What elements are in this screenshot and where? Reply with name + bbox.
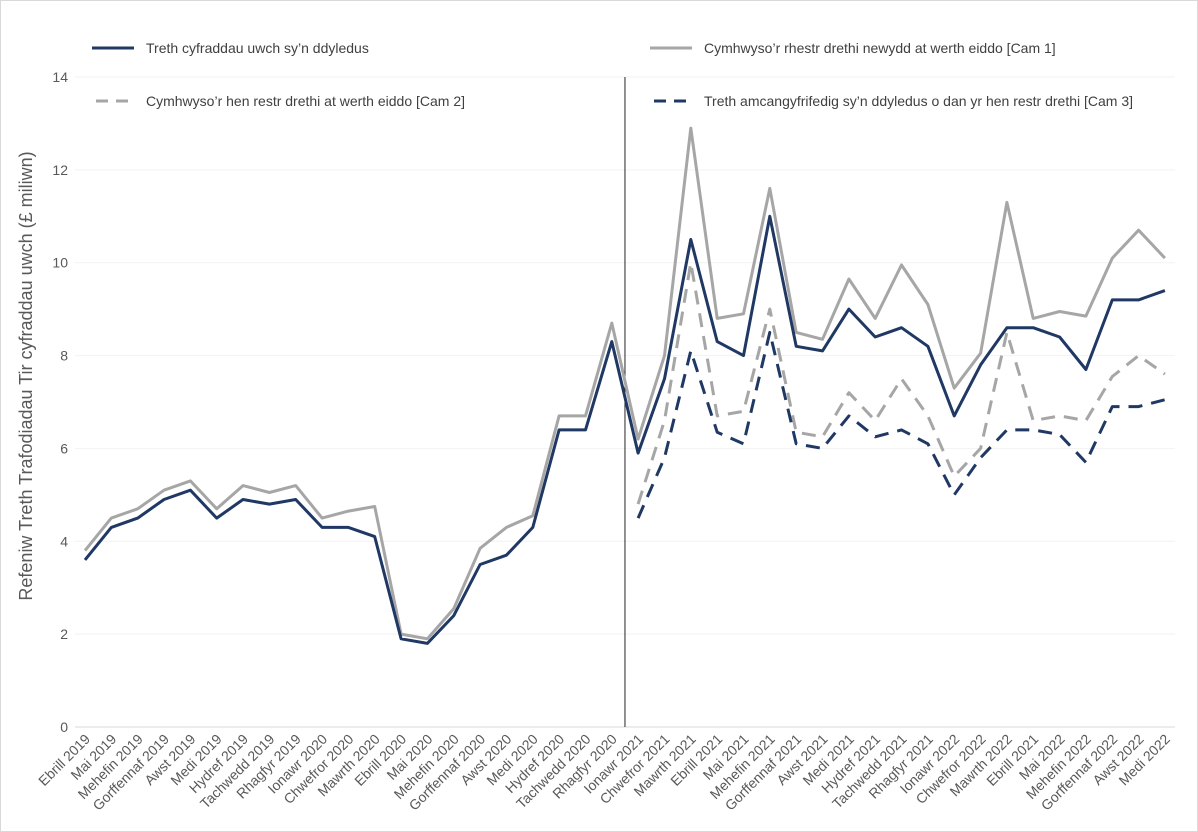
y-axis-title: Refeniw Treth Trafodiadau Tir cyfraddau …	[16, 151, 36, 600]
legend-label: Cymhwyso’r rhestr drethi newydd at werth…	[704, 40, 1056, 56]
series-line-3	[636, 261, 1166, 505]
legend-item-4: Treth amcangyfrifedig sy’n ddyledus o da…	[654, 93, 1133, 109]
series-line-4	[636, 330, 1166, 519]
legend-label: Treth amcangyfrifedig sy’n ddyledus o da…	[704, 93, 1133, 109]
legend-label: Treth cyfraddau uwch sy’n ddyledus	[146, 40, 369, 56]
y-tick-label: 8	[60, 348, 68, 364]
y-tick-label: 4	[60, 533, 68, 549]
y-tick-label: 10	[52, 255, 68, 271]
series-line-1	[83, 214, 1166, 645]
series-line-2	[83, 126, 1166, 641]
legend-item-1: Treth cyfraddau uwch sy’n ddyledus	[92, 40, 369, 56]
legend-item-2: Cymhwyso’r rhestr drethi newydd at werth…	[650, 40, 1056, 56]
series-lines	[83, 126, 1166, 645]
y-tick-label: 0	[60, 719, 68, 735]
y-axis-ticks: 0 2 4 6 8 10 12 14	[52, 69, 68, 735]
legend-item-3: Cymhwyso’r hen restr drethi at werth eid…	[96, 93, 465, 109]
legend-label: Cymhwyso’r hen restr drethi at werth eid…	[146, 93, 465, 109]
y-tick-label: 14	[52, 69, 68, 85]
y-tick-label: 2	[60, 626, 68, 642]
y-tick-label: 12	[52, 162, 68, 178]
legend: Treth cyfraddau uwch sy’n ddyledus Cymhwy…	[92, 40, 1133, 109]
y-tick-label: 6	[60, 440, 68, 456]
